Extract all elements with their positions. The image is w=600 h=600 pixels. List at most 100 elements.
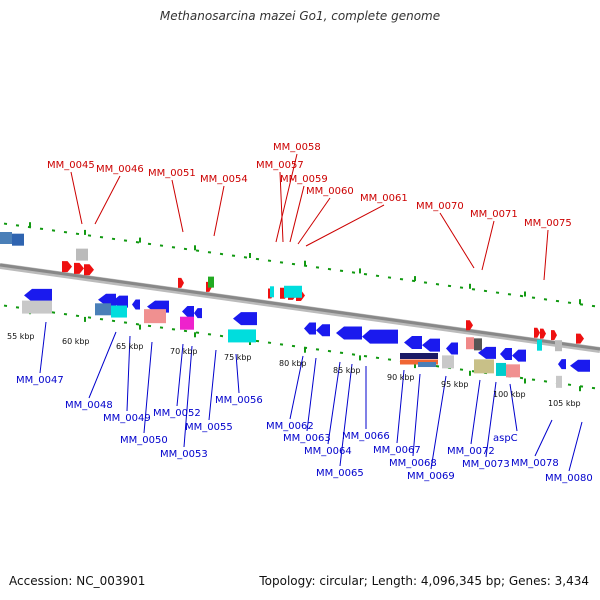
gene-arrow-reverse — [446, 342, 458, 355]
leader-line — [439, 212, 475, 269]
gene-box — [537, 339, 542, 351]
leader-line — [305, 204, 385, 247]
leader-line — [412, 373, 421, 457]
gene-label-top: MM_0060 — [306, 186, 354, 197]
gene-label-top: MM_0057 — [256, 160, 304, 171]
accession-text: Accession: NC_003901 — [9, 574, 146, 588]
leader-line — [481, 220, 495, 271]
leader-line — [235, 353, 240, 394]
summary-text: Topology: circular; Length: 4,096,345 bp… — [259, 574, 589, 588]
gene-label-bottom: MM_0052 — [153, 408, 201, 419]
gene-label-top: MM_0071 — [470, 209, 518, 220]
gene-box — [555, 340, 562, 352]
leader-line — [171, 179, 184, 233]
gene-label-top: MM_0051 — [148, 168, 196, 179]
gene-box — [76, 248, 88, 261]
gene-label-bottom: MM_0067 — [373, 445, 421, 456]
gene-box — [474, 359, 494, 374]
gene-arrow-forward — [551, 330, 557, 341]
leader-line — [208, 349, 217, 421]
gene-label-bottom: MM_0062 — [266, 421, 314, 432]
gene-box — [111, 305, 127, 318]
gene-label-bottom: MM_0078 — [511, 458, 559, 469]
leader-line — [543, 229, 549, 281]
gene-arrow-reverse — [404, 336, 422, 350]
gene-label-bottom: MM_0072 — [447, 446, 495, 457]
gene-arrow-forward — [534, 327, 540, 338]
gene-label-top: MM_0045 — [47, 160, 95, 171]
gene-arrow-reverse — [478, 346, 496, 359]
scale-label: 75 kbp — [224, 353, 252, 362]
gene-box — [0, 232, 12, 244]
gene-label-bottom: MM_0055 — [185, 422, 233, 433]
gene-label-bottom: MM_0068 — [389, 458, 437, 469]
leader-line — [279, 171, 284, 243]
leader-line — [176, 343, 184, 407]
gene-box — [95, 303, 111, 316]
leader-line — [509, 383, 518, 432]
leader-line — [39, 321, 47, 374]
gene-arrow-reverse — [233, 312, 257, 326]
gene-label-top: MM_0058 — [273, 142, 321, 153]
gene-arrow-forward — [576, 333, 584, 344]
scale-label: 85 kbp — [333, 366, 361, 375]
gene-box — [208, 276, 214, 288]
scale-label: 60 kbp — [62, 337, 90, 346]
label-leaders — [39, 153, 583, 472]
gene-box — [180, 316, 194, 330]
gene-label-bottom: MM_0049 — [103, 413, 151, 424]
scale-labels: 55 kbp 60 kbp 65 kbp 70 kbp 75 kbp 80 kbp 85 k… — [7, 332, 581, 408]
gene-label-top: MM_0054 — [200, 174, 248, 185]
leader-line — [289, 355, 304, 420]
gene-label-top: MM_0061 — [360, 193, 408, 204]
leader-line — [213, 185, 225, 237]
leader-line — [396, 369, 405, 444]
gene-arrow-reverse — [24, 288, 52, 302]
gene-label-bottom: MM_0065 — [316, 468, 364, 479]
gene-arrow-reverse — [362, 329, 398, 344]
scale-label: 95 kbp — [441, 380, 469, 389]
gene-label-bottom: MM_0066 — [342, 431, 390, 442]
leader-line — [70, 171, 83, 225]
gene-label-bottom: MM_0056 — [215, 395, 263, 406]
scale-label: 105 kbp — [548, 399, 581, 408]
gene-box — [496, 362, 506, 376]
backbone-group — [0, 263, 600, 353]
gene-arrow-forward — [466, 320, 473, 331]
gene-box — [418, 362, 436, 368]
gene-arrow-forward — [62, 261, 72, 273]
gene-labels: MM_0045 MM_0046 MM_0051 MM_0054 MM_0058 MM_00… — [16, 142, 593, 484]
gene-box — [144, 309, 166, 324]
scale-label: 100 kbp — [493, 390, 526, 399]
gene-arrow-reverse — [112, 295, 128, 308]
gene-box — [556, 375, 562, 388]
leader-line — [88, 331, 117, 399]
gene-arrow-reverse — [500, 348, 512, 360]
leader-line — [289, 185, 305, 243]
gene-label-bottom: MM_0047 — [16, 375, 64, 386]
leader-line — [470, 379, 481, 445]
leader-line — [126, 335, 131, 412]
gene-arrow-reverse — [336, 326, 362, 340]
gene-arrow-reverse — [558, 359, 566, 370]
gene-arrow-reverse — [512, 349, 526, 362]
gene-features — [0, 232, 590, 388]
gene-label-bottom: MM_0063 — [283, 433, 331, 444]
leader-line — [327, 361, 341, 445]
gene-label-bottom: MM_0050 — [120, 435, 168, 446]
gene-arrow-forward — [540, 328, 546, 339]
leader-line — [183, 345, 193, 448]
leader-line — [297, 197, 331, 245]
gene-label-top: MM_0046 — [96, 164, 144, 175]
leader-line — [568, 421, 583, 472]
leader-line — [430, 375, 447, 470]
scale-label: 70 kbp — [170, 347, 198, 356]
gene-box — [22, 300, 52, 314]
gene-arrow-reverse — [194, 308, 202, 319]
gene-box — [400, 353, 438, 359]
leader-line — [306, 357, 317, 432]
gene-label-bottom: MM_0069 — [407, 471, 455, 482]
gene-arrow-reverse — [316, 324, 330, 337]
gene-box — [270, 286, 274, 298]
